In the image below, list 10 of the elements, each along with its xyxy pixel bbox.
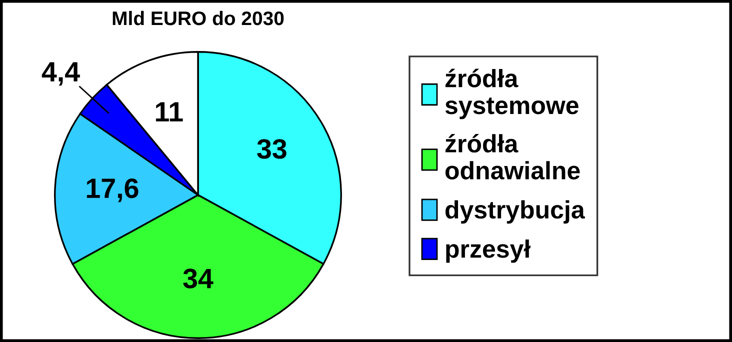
data-label: 4,4 bbox=[42, 62, 80, 86]
legend-label: źródła odnawialne bbox=[445, 134, 580, 180]
data-label: 11 bbox=[156, 102, 183, 122]
legend-label: dystrybucja bbox=[446, 200, 585, 224]
chart-title: Mld EURO do 2030 bbox=[112, 10, 284, 26]
legend-label: źródła systemowe bbox=[445, 68, 578, 120]
legend-label: przesył bbox=[446, 239, 530, 263]
data-label: 34 bbox=[183, 268, 214, 288]
data-label: 17,6 bbox=[86, 178, 138, 202]
data-label: 33 bbox=[257, 139, 286, 159]
